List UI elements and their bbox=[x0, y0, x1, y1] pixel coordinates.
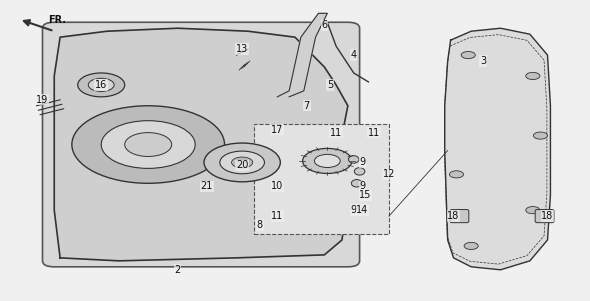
Text: 19: 19 bbox=[37, 95, 48, 105]
Text: 17: 17 bbox=[271, 125, 284, 135]
Circle shape bbox=[124, 133, 172, 157]
Text: 12: 12 bbox=[383, 169, 395, 179]
Text: FR.: FR. bbox=[48, 15, 66, 25]
Text: 20: 20 bbox=[236, 160, 248, 170]
Circle shape bbox=[204, 143, 280, 182]
Text: 4: 4 bbox=[350, 50, 357, 60]
Circle shape bbox=[526, 72, 540, 79]
FancyBboxPatch shape bbox=[535, 209, 554, 223]
Circle shape bbox=[78, 73, 124, 97]
Text: 10: 10 bbox=[271, 181, 284, 191]
Text: 11: 11 bbox=[271, 211, 284, 221]
FancyBboxPatch shape bbox=[450, 209, 469, 223]
Circle shape bbox=[303, 148, 352, 173]
Polygon shape bbox=[54, 28, 348, 261]
Text: 11: 11 bbox=[368, 128, 381, 138]
Circle shape bbox=[88, 78, 114, 92]
Text: 3: 3 bbox=[480, 56, 486, 66]
Circle shape bbox=[461, 51, 476, 59]
Text: 18: 18 bbox=[542, 211, 553, 221]
Polygon shape bbox=[445, 28, 550, 270]
Text: 6: 6 bbox=[322, 20, 327, 30]
Circle shape bbox=[314, 154, 340, 167]
Text: 5: 5 bbox=[327, 80, 333, 90]
Text: 18: 18 bbox=[447, 211, 460, 221]
Circle shape bbox=[533, 132, 548, 139]
Text: 8: 8 bbox=[257, 220, 263, 230]
Circle shape bbox=[220, 151, 264, 174]
Text: 15: 15 bbox=[359, 190, 372, 200]
Text: 9: 9 bbox=[359, 157, 366, 167]
Text: 11: 11 bbox=[330, 128, 342, 138]
Text: 13: 13 bbox=[236, 44, 248, 54]
Text: 21: 21 bbox=[201, 181, 213, 191]
Text: 16: 16 bbox=[95, 80, 107, 90]
Polygon shape bbox=[277, 13, 327, 97]
Ellipse shape bbox=[349, 156, 359, 163]
Text: 7: 7 bbox=[304, 101, 310, 111]
Circle shape bbox=[464, 242, 478, 250]
Circle shape bbox=[72, 106, 225, 183]
Circle shape bbox=[101, 121, 195, 168]
Text: 2: 2 bbox=[175, 265, 181, 275]
Ellipse shape bbox=[352, 180, 362, 187]
Circle shape bbox=[526, 206, 540, 214]
Bar bbox=[254, 124, 389, 234]
Text: 9: 9 bbox=[350, 205, 357, 215]
Circle shape bbox=[232, 157, 253, 168]
FancyBboxPatch shape bbox=[42, 22, 359, 267]
Text: 9: 9 bbox=[359, 181, 366, 191]
Ellipse shape bbox=[355, 168, 365, 175]
Text: 14: 14 bbox=[356, 205, 369, 215]
Circle shape bbox=[450, 171, 464, 178]
